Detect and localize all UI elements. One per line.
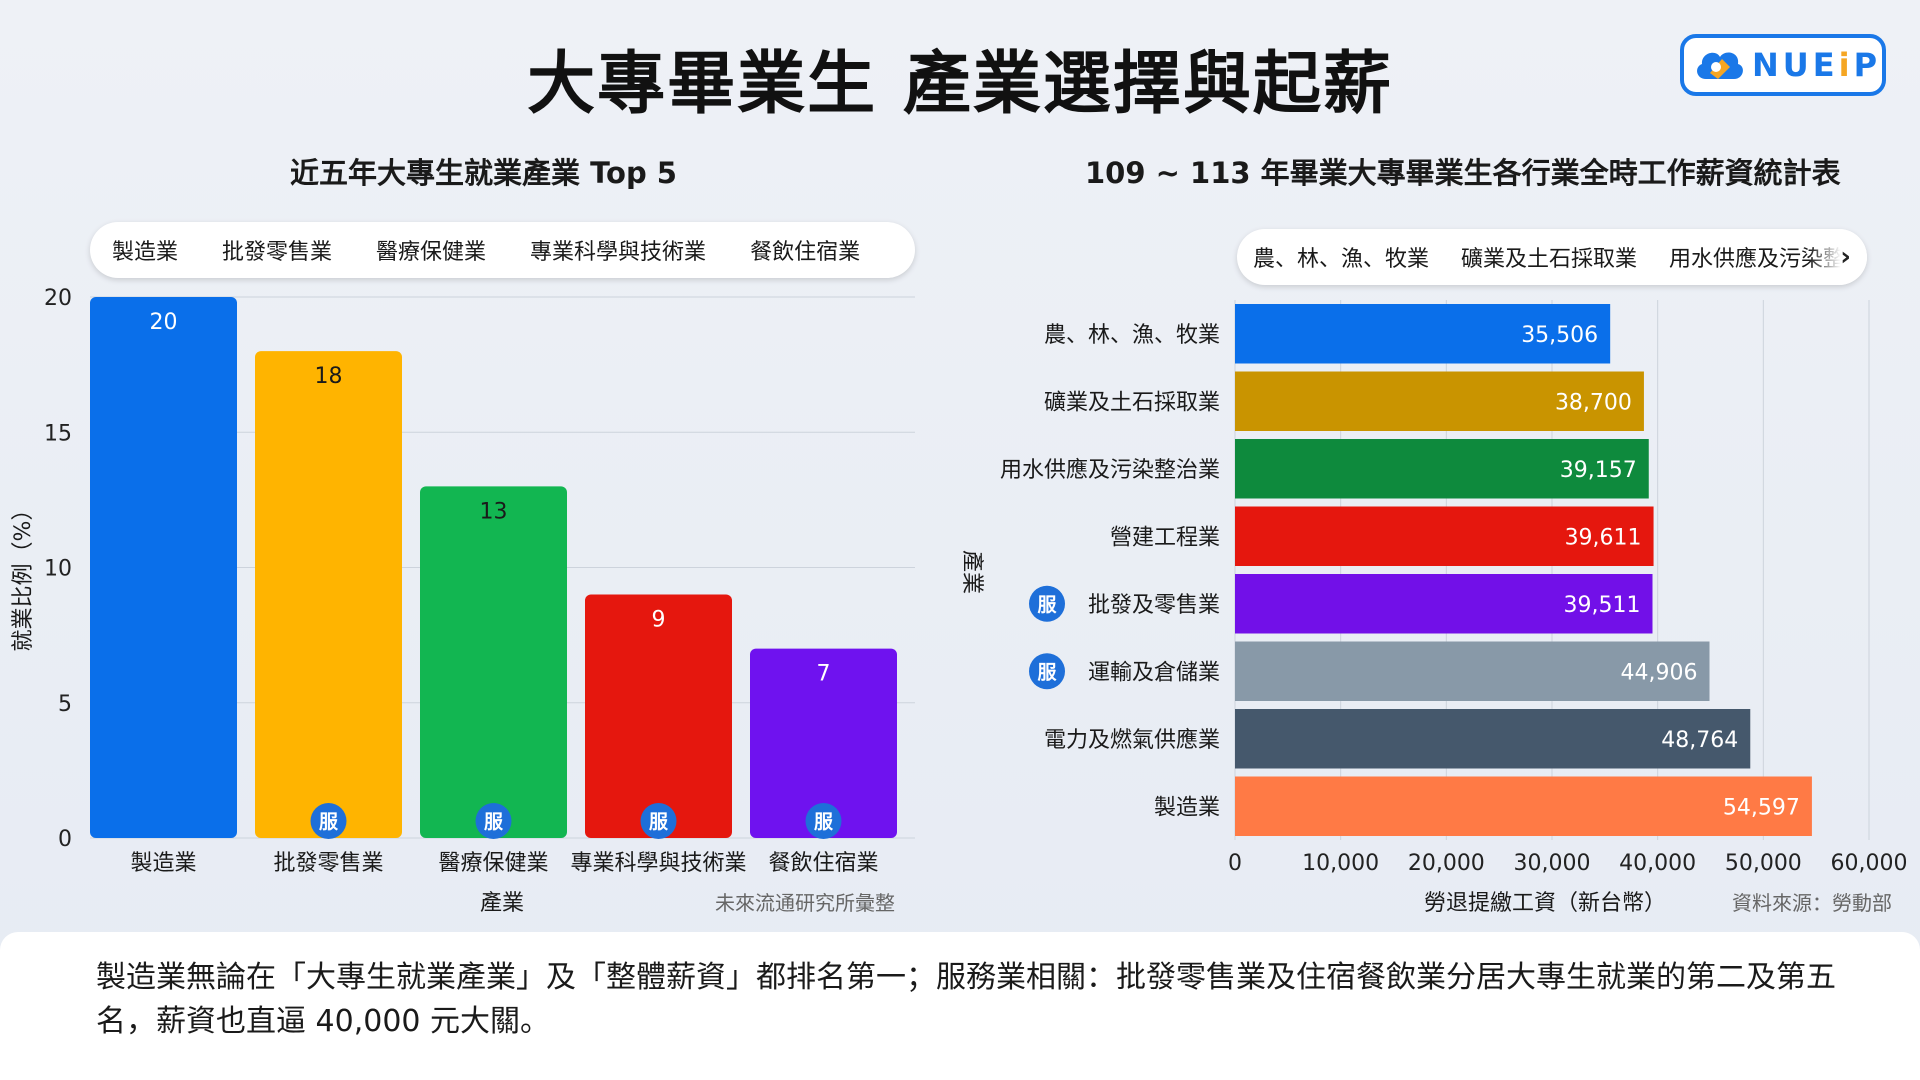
legend-item[interactable]: 批發零售業: [222, 240, 333, 265]
right-xtick-label: 10,000: [1302, 851, 1379, 876]
left-xtick-label: 製造業: [130, 851, 196, 876]
service-badge-label: 服: [484, 811, 504, 833]
left-bar-value-label: 7: [817, 662, 831, 687]
right-xtick-label: 60,000: [1831, 851, 1908, 876]
left-bar: [585, 594, 732, 838]
right-chart-legend: 農、林、漁、牧業礦業及土石採取業用水供應及污染整治業›: [1237, 229, 1867, 285]
right-bar: [1235, 371, 1644, 431]
service-badge-label: 服: [1037, 594, 1057, 616]
left-bar-value-label: 13: [480, 499, 508, 524]
legend-item[interactable]: 礦業及土石採取業: [1461, 247, 1638, 272]
right-source-note: 資料來源：勞動部: [1732, 891, 1892, 915]
service-badge-icon: [1029, 653, 1065, 690]
right-bar: [1235, 574, 1653, 634]
right-bar-value-label: 38,700: [1555, 390, 1632, 415]
charts-canvas: 0510152020製造業18批發零售業服13醫療保健業服9專業科學與技術業服7…: [11, 286, 1908, 916]
left-bar-value-label: 20: [150, 310, 178, 335]
right-bar: [1235, 776, 1812, 836]
right-bar-value-label: 48,764: [1661, 728, 1738, 753]
left-bar: [90, 297, 237, 838]
right-chart-title: 109 ~ 113 年畢業大專畢業生各行業全時工作薪資統計表: [1085, 156, 1841, 190]
right-bar-value-label: 39,157: [1560, 458, 1637, 483]
legend-item[interactable]: 專業科學與技術業: [530, 240, 707, 265]
right-xaxis-title: 勞退提繳工資（新台幣）: [1424, 891, 1666, 916]
left-ytick-label: 15: [44, 421, 72, 446]
service-badge-label: 服: [649, 811, 669, 833]
right-bar: [1235, 709, 1751, 769]
footer-text: 製造業無論在「大專生就業產業」及「整體薪資」都排名第一；服務業相關：批發零售業及…: [96, 960, 1836, 1039]
cloud-logo-icon: [1697, 52, 1743, 79]
legend-item[interactable]: 製造業: [112, 240, 179, 265]
right-ytick-label: 用水供應及污染整治業: [1000, 457, 1220, 483]
service-badge-icon: [310, 803, 347, 839]
legend-item[interactable]: 農、林、漁、牧業: [1253, 247, 1430, 272]
right-ytick-label: 批發及零售業: [1088, 593, 1220, 618]
service-badge-icon: [805, 803, 842, 839]
service-badge-icon: [475, 803, 512, 839]
right-bar-value-label: 35,506: [1521, 323, 1598, 348]
service-badge-icon: [640, 803, 677, 839]
right-ytick-label: 營建工程業: [1110, 525, 1220, 550]
left-yaxis-title: 就業比例（%）: [11, 499, 36, 652]
left-xaxis-title: 產業: [480, 891, 524, 916]
logo-text: NUEiP: [1752, 46, 1882, 84]
right-xtick-label: 0: [1228, 851, 1242, 876]
left-xtick-label: 批發零售業: [273, 851, 383, 876]
legend-next-arrow-icon[interactable]: ›: [1809, 229, 1867, 285]
left-xtick-label: 醫療保健業: [438, 851, 548, 876]
right-ytick-label: 電力及燃氣供應業: [1044, 727, 1220, 753]
right-bar-value-label: 39,511: [1564, 593, 1641, 618]
right-xtick-label: 20,000: [1408, 851, 1485, 876]
right-bar: [1235, 304, 1611, 364]
service-badge-label: 服: [1037, 661, 1057, 683]
left-bar: [750, 648, 897, 838]
right-xtick-label: 50,000: [1725, 851, 1802, 876]
right-xtick-label: 30,000: [1514, 851, 1591, 876]
right-bar-value-label: 54,597: [1723, 795, 1800, 820]
service-badge-label: 服: [814, 811, 834, 833]
right-bar-value-label: 44,906: [1621, 660, 1698, 685]
page-title: 大專畢業生 產業選擇與起薪: [527, 45, 1393, 124]
right-ytick-label: 礦業及土石採取業: [1044, 390, 1220, 415]
right-ytick-label: 製造業: [1154, 795, 1220, 820]
left-xtick-label: 專業科學與技術業: [570, 851, 746, 876]
left-bar-value-label: 9: [652, 608, 666, 633]
service-badge-label: 服: [319, 811, 339, 833]
right-bar: [1235, 641, 1710, 701]
left-ytick-label: 20: [44, 286, 72, 311]
right-bar-value-label: 39,611: [1565, 525, 1642, 550]
legend-item[interactable]: 餐飲住宿業: [750, 240, 861, 265]
right-yaxis-title: 產業: [959, 550, 984, 594]
legend-item[interactable]: 醫療保健業: [376, 240, 487, 265]
left-chart-title: 近五年大專生就業產業 Top 5: [290, 156, 677, 190]
left-bar: [255, 351, 402, 838]
right-ytick-label: 運輸及倉儲業: [1088, 660, 1220, 685]
left-chart-legend: 製造業 批發零售業 醫療保健業 專業科學與技術業 餐飲住宿業: [90, 222, 915, 278]
footer-summary: 製造業無論在「大專生就業產業」及「整體薪資」都排名第一；服務業相關：批發零售業及…: [0, 932, 1920, 1080]
left-bar-value-label: 18: [315, 364, 343, 389]
right-ytick-label: 農、林、漁、牧業: [1044, 323, 1220, 348]
left-source-note: 未來流通研究所彙整: [715, 891, 895, 915]
right-bar: [1235, 439, 1649, 499]
left-ytick-label: 5: [58, 692, 72, 717]
right-xtick-label: 40,000: [1619, 851, 1696, 876]
left-ytick-label: 10: [44, 557, 72, 582]
right-bar: [1235, 506, 1654, 566]
service-badge-icon: [1029, 585, 1065, 622]
nueip-logo: NUEiP: [1680, 34, 1886, 96]
left-xtick-label: 餐飲住宿業: [768, 851, 878, 876]
left-bar: [420, 486, 567, 838]
left-ytick-label: 0: [58, 827, 72, 852]
